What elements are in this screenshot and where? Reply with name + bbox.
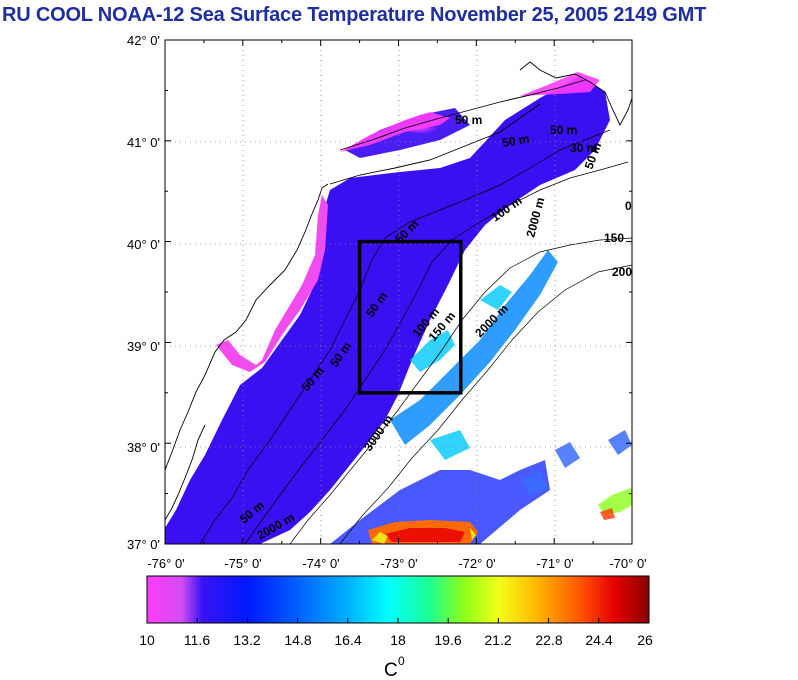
lat-label: 40° 0'	[127, 237, 160, 252]
sst-coastal-cold-water	[216, 195, 328, 372]
contour-label: 150	[604, 231, 624, 245]
colorbar-tick-label: 24.4	[585, 632, 612, 648]
bathymetry-2000m	[289, 237, 632, 544]
lon-label: -72° 0'	[458, 556, 495, 571]
lon-label: -75° 0'	[224, 556, 261, 571]
lon-label: -70° 0'	[609, 556, 646, 571]
colorbar-tick-label: 14.8	[284, 632, 311, 648]
sst-southern-patches	[330, 460, 550, 544]
colorbar-tick-label: 19.6	[434, 632, 461, 648]
colorbar-unit: C	[384, 660, 398, 680]
contour-label: 50 m	[550, 123, 577, 137]
colorbar-tick-label: 26	[637, 632, 653, 648]
lon-label: -74° 0'	[302, 556, 339, 571]
lat-label: 41° 0'	[127, 135, 160, 150]
axis-ticks	[164, 39, 633, 545]
lat-label: 42° 0'	[127, 33, 160, 48]
colorbar-tick-label: 21.2	[484, 632, 511, 648]
lat-label: 38° 0'	[127, 440, 160, 455]
colorbar-ticks	[146, 618, 650, 623]
colorbar-gradient	[146, 575, 650, 624]
study-area-box	[357, 239, 463, 395]
colorbar-tick-label: 22.8	[535, 632, 562, 648]
contour-label: 50 m	[455, 113, 482, 127]
map-panel: 50 m 50 m 50 m 50 m 50 m 50 m 50 m 50 m …	[165, 40, 632, 544]
colorbar-tick-label: 16.4	[334, 632, 361, 648]
longitude-labels: -76° 0' -75° 0' -74° 0' -73° 0' -72° 0' …	[147, 556, 646, 571]
sst-east-patches-red	[600, 508, 615, 520]
coastline-new-jersey	[165, 183, 329, 471]
lon-label: -76° 0'	[147, 556, 184, 571]
latitude-labels: 42° 0' 41° 0' 40° 0' 39° 0' 38° 0' 37° 0…	[127, 33, 160, 552]
colorbar-unit-superscript: 0	[398, 654, 405, 668]
page-title: RU COOL NOAA-12 Sea Surface Temperature …	[2, 4, 707, 26]
colorbar-tick-label: 11.6	[184, 632, 210, 648]
sst-warm-eddy-edge	[372, 528, 476, 544]
sst-sound-edge	[340, 72, 600, 152]
sst-east-patches-blue	[520, 430, 632, 496]
bathymetry-50m	[199, 129, 611, 544]
sst-offshore-filaments	[390, 250, 558, 445]
sst-warm-eddy-core	[385, 528, 465, 542]
colorbar-tick-label: 18	[390, 632, 406, 648]
graticule	[165, 40, 632, 544]
coastline-delmarva	[165, 424, 206, 521]
contour-label: 0	[625, 199, 632, 213]
contour-label: 30 m	[570, 141, 597, 155]
contour-label: 50 m	[501, 131, 530, 150]
lon-label: -73° 0'	[380, 556, 417, 571]
sst-east-patches	[598, 488, 632, 515]
sst-pink-blob	[402, 122, 438, 134]
lat-label: 39° 0'	[127, 339, 160, 354]
coastline-new-england	[519, 61, 632, 127]
sst-shelf-water	[165, 76, 610, 544]
colorbar-tick-label: 13.2	[233, 632, 260, 648]
bathymetry-3000m	[339, 264, 632, 544]
colorbar-tick-label: 10	[139, 632, 155, 648]
colorbar: 10 11.6 13.2 14.8 16.4 18 19.6 21.2 22.8…	[139, 575, 653, 680]
lon-label: -71° 0'	[536, 556, 573, 571]
bathymetry-100m	[244, 161, 629, 544]
coastline-long-island	[329, 79, 586, 185]
contour-label: 200	[612, 265, 632, 279]
lat-label: 37° 0'	[127, 537, 160, 552]
sst-cyan-patches	[410, 285, 512, 460]
